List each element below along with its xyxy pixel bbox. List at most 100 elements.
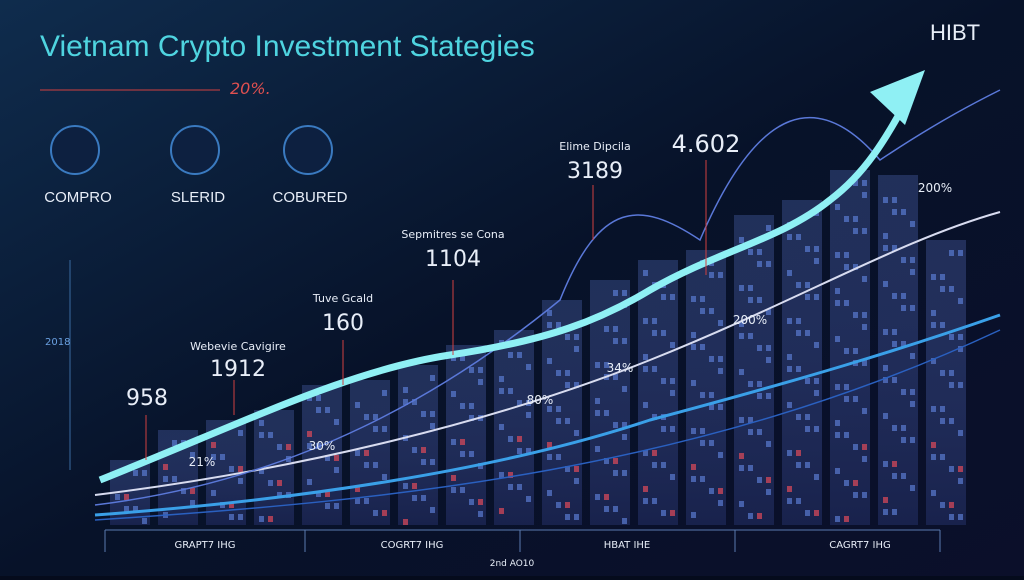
- building: [853, 180, 858, 186]
- building: [910, 389, 915, 395]
- building: [892, 473, 897, 479]
- building: [883, 329, 888, 335]
- building: [181, 488, 186, 494]
- percent-label: 21%: [189, 455, 216, 469]
- building: [709, 272, 714, 278]
- building: [613, 326, 618, 332]
- callout-value: 160: [322, 311, 364, 336]
- building: [901, 257, 906, 263]
- building: [499, 472, 504, 478]
- axis-label: 2018: [45, 337, 70, 348]
- trend-lines: [94, 70, 1001, 521]
- building: [547, 322, 552, 328]
- building: [709, 488, 714, 494]
- city-skyline: [110, 170, 966, 525]
- building: [766, 477, 771, 483]
- building: [862, 312, 867, 318]
- building: [883, 497, 888, 503]
- building: [268, 480, 273, 486]
- building: [958, 382, 963, 388]
- building: [643, 486, 648, 492]
- building: [748, 285, 753, 291]
- building: [691, 476, 696, 482]
- building: [229, 466, 234, 472]
- building: [883, 245, 888, 251]
- building: [805, 426, 810, 432]
- building: [547, 454, 552, 460]
- building: [949, 286, 954, 292]
- building: [748, 429, 753, 435]
- building: [643, 366, 648, 372]
- building: [613, 422, 618, 428]
- building: [862, 324, 867, 330]
- building: [844, 264, 849, 270]
- building: [451, 439, 456, 445]
- building: [883, 377, 888, 383]
- building: [229, 502, 234, 508]
- building: [373, 510, 378, 516]
- building: [796, 450, 801, 456]
- building: [604, 494, 609, 500]
- building: [526, 496, 531, 502]
- building: [622, 422, 627, 428]
- building: [931, 442, 936, 448]
- building: [805, 246, 810, 252]
- building: [814, 294, 819, 300]
- building: [910, 305, 915, 311]
- building: [796, 366, 801, 372]
- building: [670, 378, 675, 384]
- building: [364, 462, 369, 468]
- building: [782, 200, 822, 525]
- callout-value: 4.602: [672, 130, 741, 158]
- building: [718, 500, 723, 506]
- building: [691, 464, 696, 470]
- building: [268, 516, 273, 522]
- building: [517, 484, 522, 490]
- building: [901, 305, 906, 311]
- building: [910, 221, 915, 227]
- building: [430, 423, 435, 429]
- building: [526, 412, 531, 418]
- building: [238, 478, 243, 484]
- building: [190, 500, 195, 506]
- building: [958, 346, 963, 352]
- building: [661, 510, 666, 516]
- building: [508, 436, 513, 442]
- building: [451, 487, 456, 493]
- building: [766, 309, 771, 315]
- callout-caption: Webevie Cavigire: [190, 340, 286, 353]
- building: [814, 378, 819, 384]
- building: [613, 338, 618, 344]
- building: [211, 442, 216, 448]
- building: [910, 485, 915, 491]
- building: [766, 357, 771, 363]
- bottom-label: CAGRT7 IHG: [829, 540, 890, 551]
- building: [652, 330, 657, 336]
- building: [892, 245, 897, 251]
- building: [517, 436, 522, 442]
- building: [403, 399, 408, 405]
- building: [940, 286, 945, 292]
- building: [499, 424, 504, 430]
- building: [691, 296, 696, 302]
- building: [958, 298, 963, 304]
- building: [622, 518, 627, 524]
- building: [670, 294, 675, 300]
- building: [757, 249, 762, 255]
- building: [670, 474, 675, 480]
- building: [700, 392, 705, 398]
- title: Vietnam Crypto Investment Stategies: [40, 30, 535, 63]
- building: [853, 444, 858, 450]
- building: [892, 329, 897, 335]
- building: [739, 333, 744, 339]
- building: [670, 426, 675, 432]
- building: [451, 391, 456, 397]
- building: [757, 429, 762, 435]
- building: [574, 334, 579, 340]
- building: [844, 252, 849, 258]
- building: [190, 488, 195, 494]
- building: [883, 233, 888, 239]
- building: [814, 390, 819, 396]
- building: [958, 514, 963, 520]
- building: [334, 503, 339, 509]
